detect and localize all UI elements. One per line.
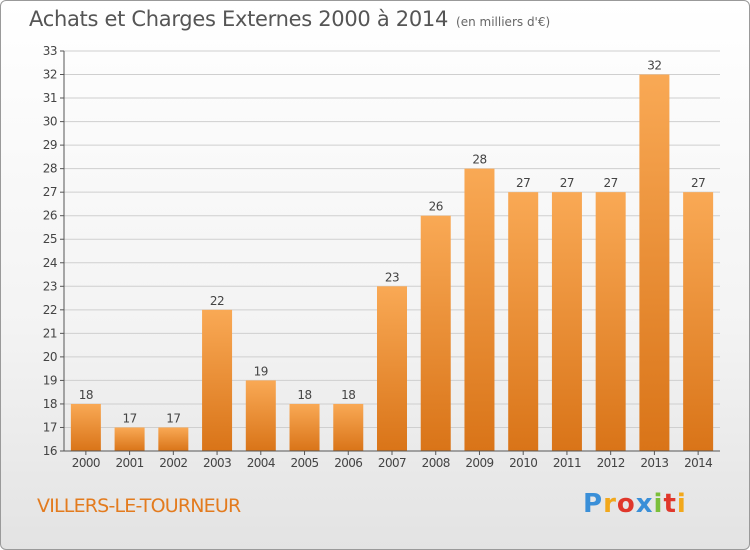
x-tick-label: 2001 [116, 456, 144, 470]
chart-title: Achats et Charges Externes 2000 à 2014 (e… [29, 7, 550, 31]
bar-2014 [683, 192, 714, 452]
brand-letter: r [603, 489, 617, 519]
bar-2010 [508, 192, 539, 452]
title-text: Achats et Charges Externes 2000 à 2014 [29, 7, 449, 31]
x-tick-label: 2000 [72, 456, 100, 470]
value-label: 17 [122, 411, 136, 425]
y-tick-label: 19 [43, 373, 57, 387]
bar-2002 [158, 427, 189, 451]
bar-2007 [377, 286, 407, 451]
value-label: 27 [560, 176, 574, 190]
bar-2009 [464, 168, 495, 451]
y-tick-label: 17 [43, 420, 57, 434]
y-tick-label: 24 [43, 256, 57, 270]
axes: 16 17 18 19 20 21 22 23 24 25 26 27 28 29 30 31 32 33 2000… [43, 44, 720, 470]
value-label: 28 [472, 153, 486, 167]
bar-2006 [333, 403, 364, 451]
bars: 18 17 17 22 19 18 18 23 26 28 27 27 27 32 27 [70, 59, 714, 452]
brand-letter: t [663, 489, 677, 519]
x-tick-label: 2011 [553, 456, 581, 470]
x-tick-label: 2012 [597, 456, 625, 470]
value-label: 18 [297, 388, 311, 402]
y-tick-label: 25 [43, 232, 57, 246]
y-tick-label: 21 [43, 326, 57, 340]
value-label: 26 [429, 200, 443, 214]
brand-letter: P [583, 489, 604, 519]
bar-2011 [551, 192, 582, 452]
value-label: 22 [210, 294, 224, 308]
value-label: 27 [516, 176, 530, 190]
commune-name: VILLERS-LE-TOURNEUR [37, 495, 241, 517]
bar-2013 [639, 74, 670, 451]
x-tick-label: 2005 [290, 456, 318, 470]
bar-2001 [114, 427, 145, 451]
x-tick-label: 2006 [334, 456, 362, 470]
brand-letter: x [635, 489, 654, 519]
x-tick-label: 2003 [203, 456, 231, 470]
y-tick-label: 27 [43, 185, 57, 199]
y-tick-label: 32 [43, 68, 57, 82]
y-tick-label: 20 [43, 350, 57, 364]
y-tick-label: 31 [43, 91, 57, 105]
proxiti-logo[interactable]: Proxiti [583, 489, 687, 519]
x-tick-label: 2014 [684, 456, 712, 470]
x-tick-label: 2009 [465, 456, 493, 470]
unit-label: (en milliers d'€) [456, 15, 551, 29]
y-tick-label: 23 [43, 279, 57, 293]
value-label: 17 [166, 411, 180, 425]
x-tick-label: 2013 [640, 456, 668, 470]
value-label: 19 [254, 364, 268, 378]
x-tick-label: 2007 [378, 456, 406, 470]
brand-letter: i [676, 489, 687, 519]
bar-2012 [595, 192, 626, 452]
x-tick-label: 2002 [159, 456, 187, 470]
value-label: 18 [79, 388, 93, 402]
bar-2005 [289, 403, 320, 451]
y-tick-label: 26 [43, 209, 57, 223]
brand-letter: i [653, 489, 664, 519]
y-tick-label: 18 [43, 397, 57, 411]
value-label: 27 [691, 176, 705, 190]
y-tick-label: 16 [43, 444, 57, 458]
x-tick-label: 2010 [509, 456, 537, 470]
value-label: 27 [604, 176, 618, 190]
x-tick-label: 2004 [247, 456, 275, 470]
value-label: 18 [341, 388, 355, 402]
x-tick-label: 2008 [422, 456, 450, 470]
bar-2008 [420, 215, 451, 451]
brand-letter: o [616, 489, 636, 519]
value-label: 23 [385, 270, 399, 284]
bar-2004 [245, 380, 276, 451]
bar-2000 [70, 403, 101, 451]
y-tick-label: 30 [43, 115, 57, 129]
y-tick-label: 33 [43, 44, 57, 58]
value-label: 32 [647, 59, 661, 73]
y-tick-label: 22 [43, 303, 57, 317]
y-tick-label: 29 [43, 138, 57, 152]
bar-2003 [202, 309, 233, 451]
y-tick-label: 28 [43, 162, 57, 176]
